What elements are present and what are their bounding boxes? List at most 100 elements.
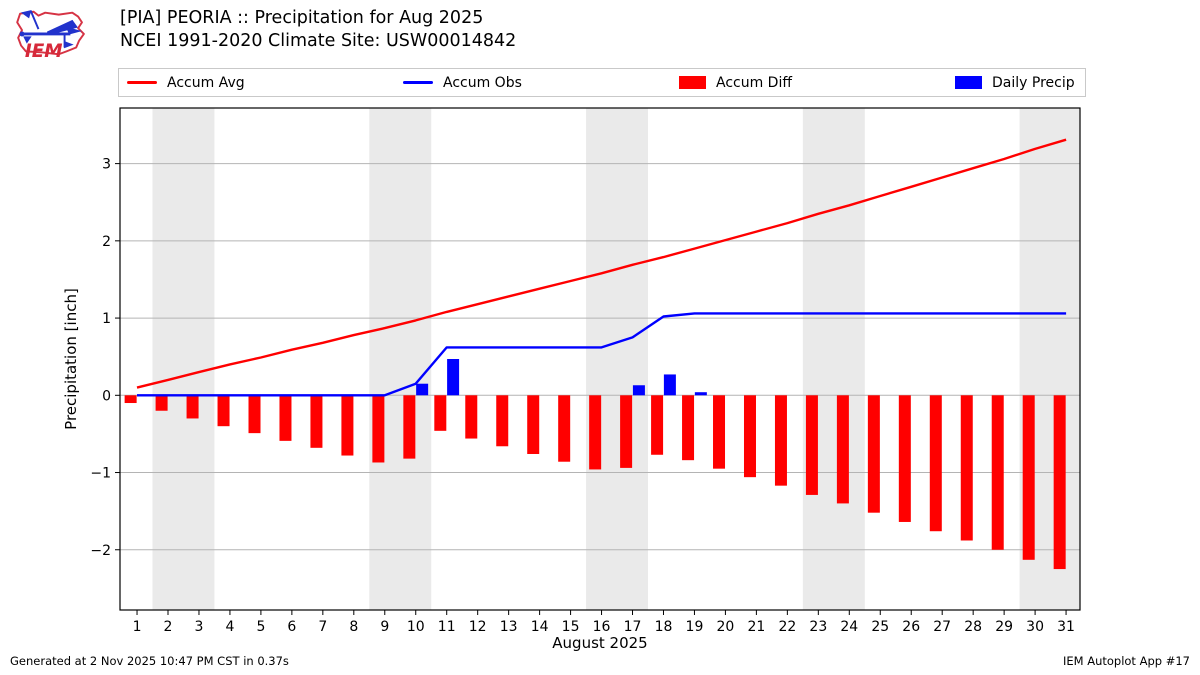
x-tick-label: 12 [469, 619, 487, 635]
accum-diff-bar [743, 395, 756, 478]
x-tick-label: 25 [871, 619, 889, 635]
plot-border [119, 107, 1081, 611]
y-axis-label: Precipitation [inch] [62, 288, 80, 430]
accum-diff-bar [682, 395, 695, 461]
footer-generated-text: Generated at 2 Nov 2025 10:47 PM CST in … [10, 654, 289, 668]
y-tick-label: 2 [102, 234, 111, 250]
x-tick-label: 18 [655, 619, 673, 635]
weather-vane-icon [19, 10, 82, 49]
legend-box: Accum Avg Accum Obs Accum Diff Daily Precip [118, 68, 1086, 97]
x-tick-label: 27 [933, 619, 951, 635]
accum-diff-bar [960, 395, 973, 541]
x-tick-label: 21 [747, 619, 765, 635]
accum-diff-bar [898, 395, 911, 522]
accum-diff-bar [1022, 395, 1035, 560]
x-tick-label: 3 [195, 619, 204, 635]
title-line-2: NCEI 1991-2020 Climate Site: USW00014842 [120, 31, 517, 51]
x-tick-label: 1 [133, 619, 142, 635]
x-tick-label: 10 [407, 619, 425, 635]
legend-label: Accum Avg [167, 74, 245, 91]
accum-diff-bar [558, 395, 571, 462]
legend-sample-patch [955, 76, 982, 89]
daily-precip-bar [632, 385, 645, 396]
accum-diff-bar [651, 395, 664, 455]
x-tick-label: 4 [225, 619, 234, 635]
legend-label: Daily Precip [992, 74, 1075, 91]
accum-diff-bar [341, 395, 354, 456]
x-axis-label: August 2025 [552, 634, 647, 652]
x-tick-label: 20 [717, 619, 735, 635]
y-tick-label: −2 [90, 543, 111, 559]
legend-item-accum-obs: Accum Obs [403, 69, 522, 96]
weekend-band [586, 108, 648, 610]
x-tick-label: 5 [256, 619, 265, 635]
x-tick-label: 14 [531, 619, 549, 635]
legend-label: Accum Obs [443, 74, 522, 91]
accum-diff-bar [620, 395, 633, 468]
title-line-1: [PIA] PEORIA :: Precipitation for Aug 20… [120, 8, 484, 28]
footer-app-text: IEM Autoplot App #17 [1062, 654, 1190, 668]
legend-sample-patch [679, 76, 706, 89]
x-tick-label: 28 [964, 619, 982, 635]
daily-precip-bar [663, 374, 676, 396]
y-tick-label: 3 [102, 157, 111, 173]
accum-diff-bar [279, 395, 292, 441]
x-tick-label: 19 [686, 619, 704, 635]
accum-diff-bar [929, 395, 942, 532]
x-tick-label: 23 [809, 619, 827, 635]
accum-diff-bar [248, 395, 261, 434]
x-tick-label: 11 [438, 619, 456, 635]
weekend-band [152, 108, 215, 610]
accum-diff-bar [805, 395, 818, 495]
x-tick-label: 2 [164, 619, 173, 635]
accum-diff-bar [403, 395, 416, 459]
accum-diff-bar [155, 395, 168, 411]
daily-precip-bar [694, 392, 707, 396]
accum-diff-bar [713, 395, 726, 469]
accum-diff-bar [217, 395, 230, 427]
accum-diff-bar [372, 395, 385, 463]
x-tick-label: 17 [624, 619, 642, 635]
accum-diff-bar [310, 395, 323, 448]
accum-diff-bar [186, 395, 199, 419]
accum-avg-line [136, 138, 1067, 389]
logo-text: IEM [25, 41, 63, 62]
x-tick-label: 9 [380, 619, 389, 635]
iem-logo: IEM [16, 10, 85, 62]
x-tick-label: 13 [500, 619, 518, 635]
x-tick-label: 24 [840, 619, 858, 635]
x-tick-label: 29 [995, 619, 1013, 635]
daily-precip-bar [416, 383, 429, 396]
y-tick-label: 1 [102, 311, 111, 327]
x-tick-label: 30 [1026, 619, 1044, 635]
x-tick-label: 31 [1057, 619, 1075, 635]
x-tick-label: 22 [778, 619, 796, 635]
accum-diff-bar [434, 395, 447, 431]
accum-obs-line [137, 312, 1067, 397]
x-tick-label: 7 [318, 619, 327, 635]
x-tick-label: 16 [593, 619, 611, 635]
daily-precip-bar [447, 359, 460, 396]
accum-diff-bar [774, 395, 787, 486]
legend-item-accum-avg: Accum Avg [127, 69, 245, 96]
weekend-band [802, 108, 865, 610]
legend-item-daily-precip: Daily Precip [955, 69, 1075, 96]
legend-sample-line [127, 81, 157, 84]
x-tick-label: 26 [902, 619, 920, 635]
accum-diff-bar [991, 395, 1004, 550]
legend-item-accum-diff: Accum Diff [679, 69, 792, 96]
x-tick-label: 6 [287, 619, 296, 635]
chart-title-block: [PIA] PEORIA :: Precipitation for Aug 20… [120, 7, 516, 53]
weekend-band [369, 108, 432, 610]
accum-diff-bar [1053, 395, 1066, 570]
accum-diff-bar [465, 395, 478, 439]
accum-diff-bar [527, 395, 540, 454]
x-tick-label: 8 [349, 619, 358, 635]
accum-diff-bar [589, 395, 602, 470]
accum-diff-bar [496, 395, 509, 447]
y-tick-label: −1 [90, 466, 111, 482]
legend-sample-line [403, 81, 433, 84]
legend-label: Accum Diff [716, 74, 793, 91]
x-tick-label: 15 [562, 619, 580, 635]
